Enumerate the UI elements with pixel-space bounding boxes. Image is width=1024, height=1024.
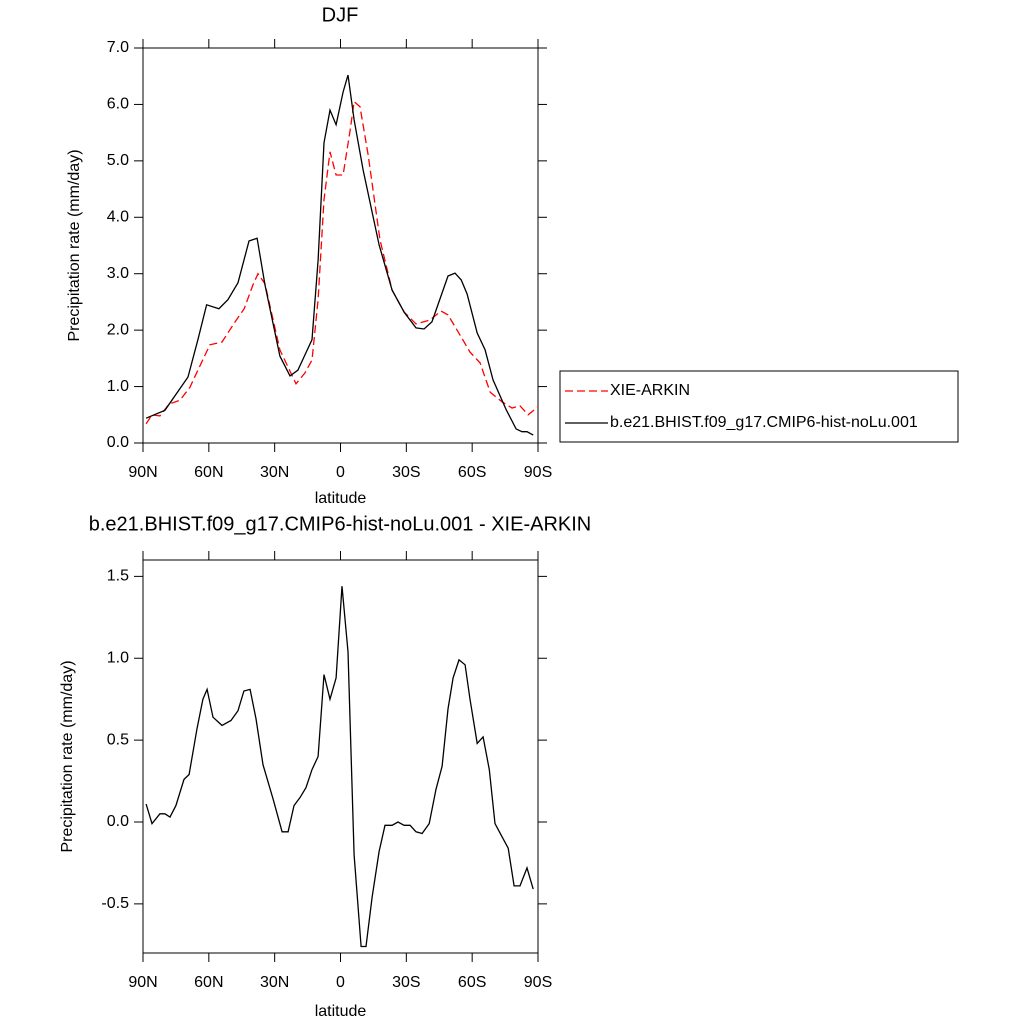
legend-label: b.e21.BHIST.f09_g17.CMIP6-hist-noLu.001: [610, 414, 918, 431]
chart-title: DJF: [322, 4, 359, 26]
y-tick-label: 0.0: [107, 434, 129, 451]
x-tick-label: 30N: [260, 464, 289, 481]
x-tick-label: 90N: [128, 464, 157, 481]
y-axis-label: Precipitation rate (mm/day): [66, 149, 83, 341]
x-axis-label: latitude: [315, 1003, 367, 1020]
x-tick-label: 60S: [458, 974, 486, 991]
y-tick-label: 1.0: [107, 378, 129, 395]
x-tick-label: 0: [336, 464, 345, 481]
x-tick-label: 90N: [128, 974, 157, 991]
x-tick-label: 90S: [524, 974, 552, 991]
x-tick-label: 30S: [392, 974, 420, 991]
x-tick-label: 60S: [458, 464, 486, 481]
y-tick-label: 3.0: [107, 265, 129, 282]
chart-title: b.e21.BHIST.f09_g17.CMIP6-hist-noLu.001 …: [89, 513, 591, 535]
data-line: [145, 100, 539, 425]
y-tick-label: -0.5: [101, 895, 129, 912]
y-tick-label: 6.0: [107, 96, 129, 113]
x-tick-label: 0: [336, 974, 345, 991]
y-tick-label: 1.0: [107, 649, 129, 666]
y-tick-label: 4.0: [107, 209, 129, 226]
x-tick-label: 90S: [524, 464, 552, 481]
y-tick-label: 0.5: [107, 731, 129, 748]
data-line: [145, 586, 534, 948]
data-line: [145, 74, 534, 436]
y-tick-label: 2.0: [107, 321, 129, 338]
y-tick-label: 0.0: [107, 813, 129, 830]
x-axis-label: latitude: [315, 490, 367, 507]
legend-box: [559, 370, 959, 443]
y-tick-label: 1.5: [107, 568, 129, 585]
x-tick-label: 60N: [194, 464, 223, 481]
y-axis-label: Precipitation rate (mm/day): [59, 660, 76, 852]
y-tick-label: 7.0: [107, 39, 129, 56]
x-tick-label: 30N: [260, 974, 289, 991]
legend-label: XIE-ARKIN: [610, 382, 690, 399]
y-tick-label: 5.0: [107, 152, 129, 169]
x-tick-label: 60N: [194, 974, 223, 991]
x-tick-label: 30S: [392, 464, 420, 481]
